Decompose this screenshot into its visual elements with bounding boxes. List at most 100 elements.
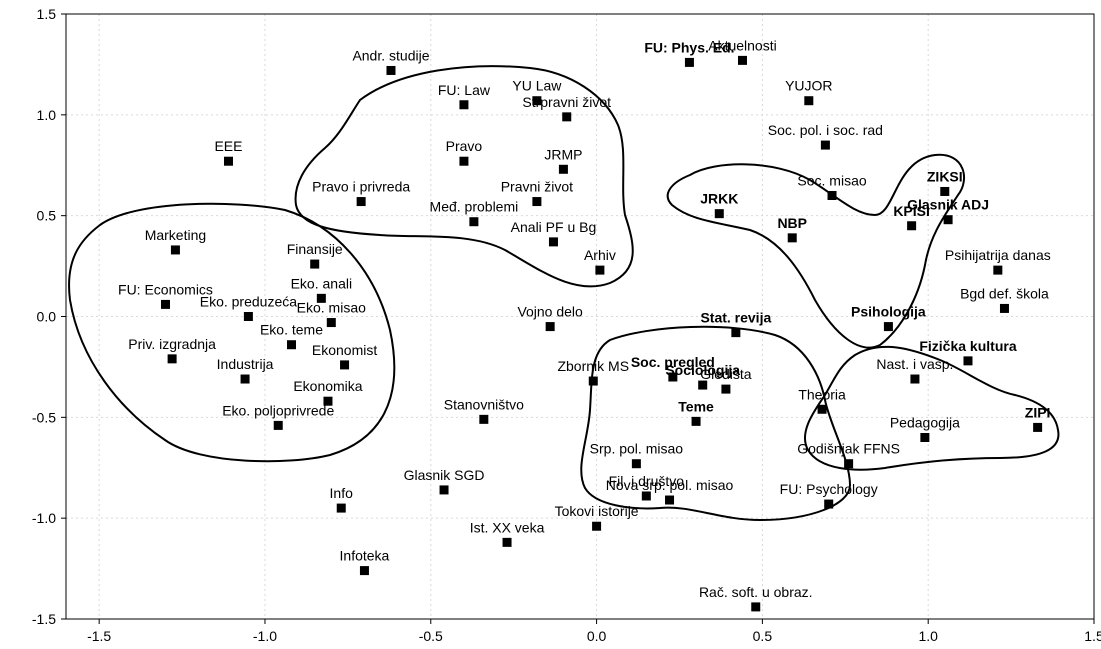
data-point: [940, 186, 950, 196]
cluster-outlines: [68, 65, 1060, 522]
data-point: [907, 221, 917, 231]
x-tick-label: 1.0: [918, 628, 938, 644]
point-label: EEE: [214, 138, 242, 154]
data-point: [698, 380, 708, 390]
point-label: ZIPI: [1025, 404, 1051, 420]
point-label: Nast. i vasp.: [876, 356, 953, 372]
point-label: Finansije: [287, 241, 343, 257]
data-point: [684, 57, 694, 67]
point-label: Stat. revija: [700, 310, 771, 326]
data-point: [883, 322, 893, 332]
point-label: Glasnik SGD: [404, 467, 485, 483]
data-point: [469, 217, 479, 227]
point-label: Arhiv: [584, 247, 616, 263]
x-tick-label: 1.5: [1084, 628, 1101, 644]
data-point: [827, 191, 837, 200]
data-point: [160, 299, 170, 309]
y-tick-label: 0.5: [37, 208, 57, 224]
data-point: [824, 499, 834, 509]
point-label: Pravni život: [501, 179, 573, 195]
axis-ticks: -1.5 -1.0 -0.5 0.0 0.5 1.0 1.5 -1.5 -1.0 -0.5 0.0 0…: [32, 6, 1101, 644]
x-tick-label: -1.0: [253, 628, 277, 644]
y-tick-label: 0.0: [37, 309, 57, 325]
point-label: Glasnik ADJ: [907, 197, 989, 213]
data-point: [665, 495, 675, 505]
data-point: [532, 96, 542, 106]
point-label: Aktuelnosti: [708, 37, 776, 53]
point-label: Pravo: [446, 138, 483, 154]
data-point: [340, 360, 350, 370]
data-point: [316, 293, 326, 303]
point-label: Gledišta: [700, 366, 752, 382]
y-tick-label: -1.0: [32, 510, 56, 526]
x-tick-label: -0.5: [419, 628, 443, 644]
data-point: [721, 384, 731, 394]
point-label: Bgd def. škola: [960, 285, 1049, 301]
data-point: [920, 433, 930, 442]
data-point: [323, 396, 333, 406]
data-point: [286, 340, 296, 350]
point-label: Teme: [678, 398, 714, 414]
point-label: Eko. misao: [297, 300, 366, 316]
data-point: [459, 100, 469, 110]
point-labels: Andr. studije FU: Phys. Ed.Aktuelnosti FU:…: [118, 37, 1051, 600]
point-label: Stanovništvo: [444, 396, 524, 412]
point-label: Anali PF u Bg: [511, 219, 597, 235]
data-point: [243, 312, 253, 321]
data-point: [910, 374, 920, 384]
point-label: Priv. izgradnja: [128, 336, 216, 352]
cluster-outline-sociology: [580, 325, 852, 522]
data-point: [545, 322, 555, 332]
point-label: JRKK: [700, 191, 738, 207]
point-label: Međ. problemi: [430, 199, 519, 215]
point-label: Eko. teme: [260, 322, 323, 338]
data-point: [963, 356, 973, 366]
data-point: [386, 65, 396, 75]
data-point: [844, 459, 854, 469]
point-label: FU: Psychology: [780, 481, 878, 497]
point-label: Srp. pol. misao: [590, 441, 684, 457]
point-label: Theoria: [798, 386, 846, 402]
point-label: NBP: [777, 215, 807, 231]
point-label: Info: [330, 485, 354, 501]
cluster-outline-economics: [68, 202, 396, 463]
point-label: Pedagogija: [890, 415, 960, 431]
data-point: [223, 156, 233, 166]
data-point: [592, 521, 602, 531]
point-label: Soc. misao: [797, 173, 866, 189]
data-point: [820, 140, 830, 150]
data-point: [751, 602, 761, 612]
data-point: [326, 318, 336, 328]
point-label: Ekonomist: [312, 342, 377, 358]
point-label: Andr. studije: [352, 47, 429, 63]
point-label: Fizička kultura: [919, 338, 1016, 354]
point-label: Soc. pol. i soc. rad: [768, 122, 883, 138]
data-point: [668, 372, 678, 382]
data-point: [804, 96, 814, 106]
point-label: Industrija: [217, 356, 274, 372]
point-label: Eko. preduzeća: [200, 294, 297, 310]
data-point: [588, 376, 598, 386]
point-label: YUJOR: [785, 78, 832, 94]
point-label: KPISI: [893, 203, 930, 219]
data-point: [502, 537, 512, 547]
point-label: ZIKSI: [927, 168, 963, 184]
point-label: Ekonomika: [293, 378, 362, 394]
data-point: [1033, 422, 1043, 432]
data-points: [160, 55, 1043, 612]
data-point: [310, 259, 320, 269]
y-tick-label: 1.5: [37, 6, 57, 22]
data-point: [479, 414, 489, 424]
point-label: Rač. soft. u obraz.: [699, 584, 813, 600]
point-label: Sociologija: [665, 362, 740, 378]
point-label: Marketing: [145, 227, 206, 243]
x-tick-label: 0.5: [753, 628, 773, 644]
point-label: FU: Economics: [118, 281, 213, 297]
cluster-outline-law: [294, 65, 634, 288]
data-point: [631, 459, 641, 469]
point-label: Eko. anali: [291, 275, 352, 291]
data-point: [273, 420, 283, 430]
point-label: Strpravni život: [522, 94, 611, 110]
data-point: [691, 416, 701, 426]
